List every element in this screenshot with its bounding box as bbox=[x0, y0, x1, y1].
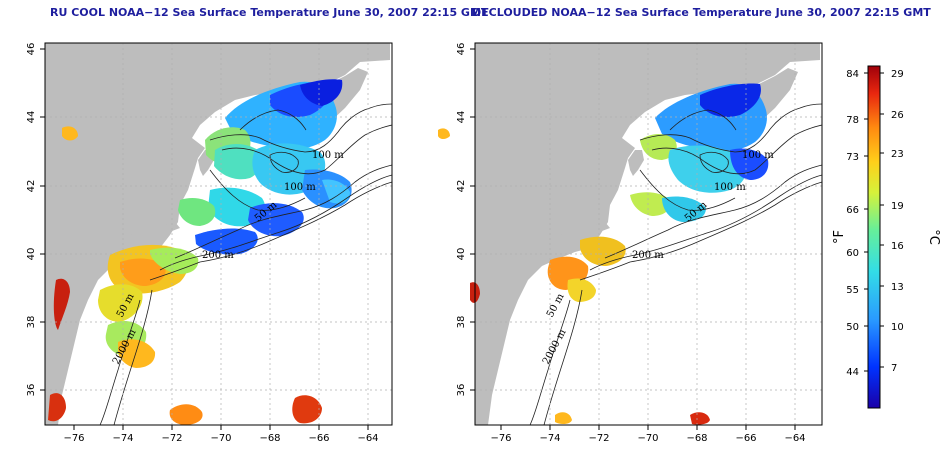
left-y-tick: 44 bbox=[26, 111, 37, 124]
fahrenheit-tick: 55 bbox=[846, 285, 859, 296]
right-contour-label-1: 100 m bbox=[742, 150, 774, 161]
fahrenheit-tick: 60 bbox=[846, 248, 859, 259]
right-x-tick: −64 bbox=[784, 433, 805, 444]
celsius-tick: 10 bbox=[891, 322, 904, 333]
left-y-tick: 40 bbox=[26, 248, 37, 261]
left-contour-label-2: 100 m bbox=[284, 182, 316, 193]
right-y-tick: 44 bbox=[456, 111, 467, 124]
left-y-tick: 46 bbox=[26, 43, 37, 56]
right-x-tick: −76 bbox=[490, 433, 511, 444]
right-y-tick: 38 bbox=[456, 316, 467, 329]
left-y-tick: 38 bbox=[26, 316, 37, 329]
celsius-tick: 26 bbox=[891, 110, 904, 121]
colorbar-gradient bbox=[867, 65, 881, 409]
right-x-tick: −72 bbox=[588, 433, 609, 444]
fahrenheit-tick: 50 bbox=[846, 322, 859, 333]
right-x-tick: −70 bbox=[637, 433, 658, 444]
right-x-tickmarks bbox=[470, 48, 796, 430]
left-contour-label-1: 100 m bbox=[312, 150, 344, 161]
left-x-tick: −70 bbox=[210, 433, 231, 444]
fahrenheit-tick: 73 bbox=[846, 152, 859, 163]
celsius-tick: 23 bbox=[891, 149, 904, 160]
celsius-tick: 7 bbox=[891, 363, 897, 374]
celsius-tick: 29 bbox=[891, 69, 904, 80]
right-x-tick: −74 bbox=[539, 433, 560, 444]
right-y-tick: 42 bbox=[456, 180, 467, 193]
left-x-tick: −68 bbox=[259, 433, 280, 444]
right-contour-label-2: 100 m bbox=[714, 182, 746, 193]
left-y-tick: 42 bbox=[26, 180, 37, 193]
right-map-panel: 100 m 100 m 50 m 200 m 50 m 2000 m −76 −… bbox=[438, 42, 823, 444]
left-map-panel: 100 m 100 m 50 m 200 m 50 m 2000 m −76 −… bbox=[26, 42, 393, 444]
celsius-tick: 19 bbox=[891, 201, 904, 212]
left-y-tick: 36 bbox=[26, 384, 37, 397]
left-x-tick: −74 bbox=[112, 433, 133, 444]
celsius-tick: 16 bbox=[891, 241, 904, 252]
left-map-frame bbox=[44, 42, 393, 426]
celsius-tick: 13 bbox=[891, 282, 904, 293]
fahrenheit-tick: 66 bbox=[846, 205, 859, 216]
left-panel-title: RU COOL NOAA−12 Sea Surface Temperature … bbox=[50, 6, 489, 19]
left-x-tick: −72 bbox=[161, 433, 182, 444]
right-x-tick: −66 bbox=[735, 433, 756, 444]
right-x-tick: −68 bbox=[686, 433, 707, 444]
celsius-unit-label: °C bbox=[926, 229, 941, 245]
fahrenheit-tick: 78 bbox=[846, 115, 859, 126]
right-gridlines bbox=[475, 43, 822, 425]
colorbar: 84 78 73 66 60 55 50 44 29 26 23 19 16 1… bbox=[832, 65, 941, 409]
left-gridlines bbox=[45, 43, 392, 425]
right-contour-label-4: 200 m bbox=[632, 250, 664, 261]
left-x-tick: −66 bbox=[308, 433, 329, 444]
fahrenheit-unit-label: °F bbox=[832, 230, 847, 244]
left-x-tick: −64 bbox=[357, 433, 378, 444]
right-y-tick: 46 bbox=[456, 43, 467, 56]
fahrenheit-tick: 84 bbox=[846, 69, 859, 80]
left-x-tick: −76 bbox=[63, 433, 84, 444]
right-y-tick: 36 bbox=[456, 384, 467, 397]
right-panel-title: DECLOUDED NOAA−12 Sea Surface Temperatur… bbox=[472, 6, 931, 19]
left-x-tickmarks bbox=[40, 48, 369, 430]
fahrenheit-tick: 44 bbox=[846, 367, 859, 378]
right-y-tick: 40 bbox=[456, 248, 467, 261]
left-contour-label-4: 200 m bbox=[202, 250, 234, 261]
